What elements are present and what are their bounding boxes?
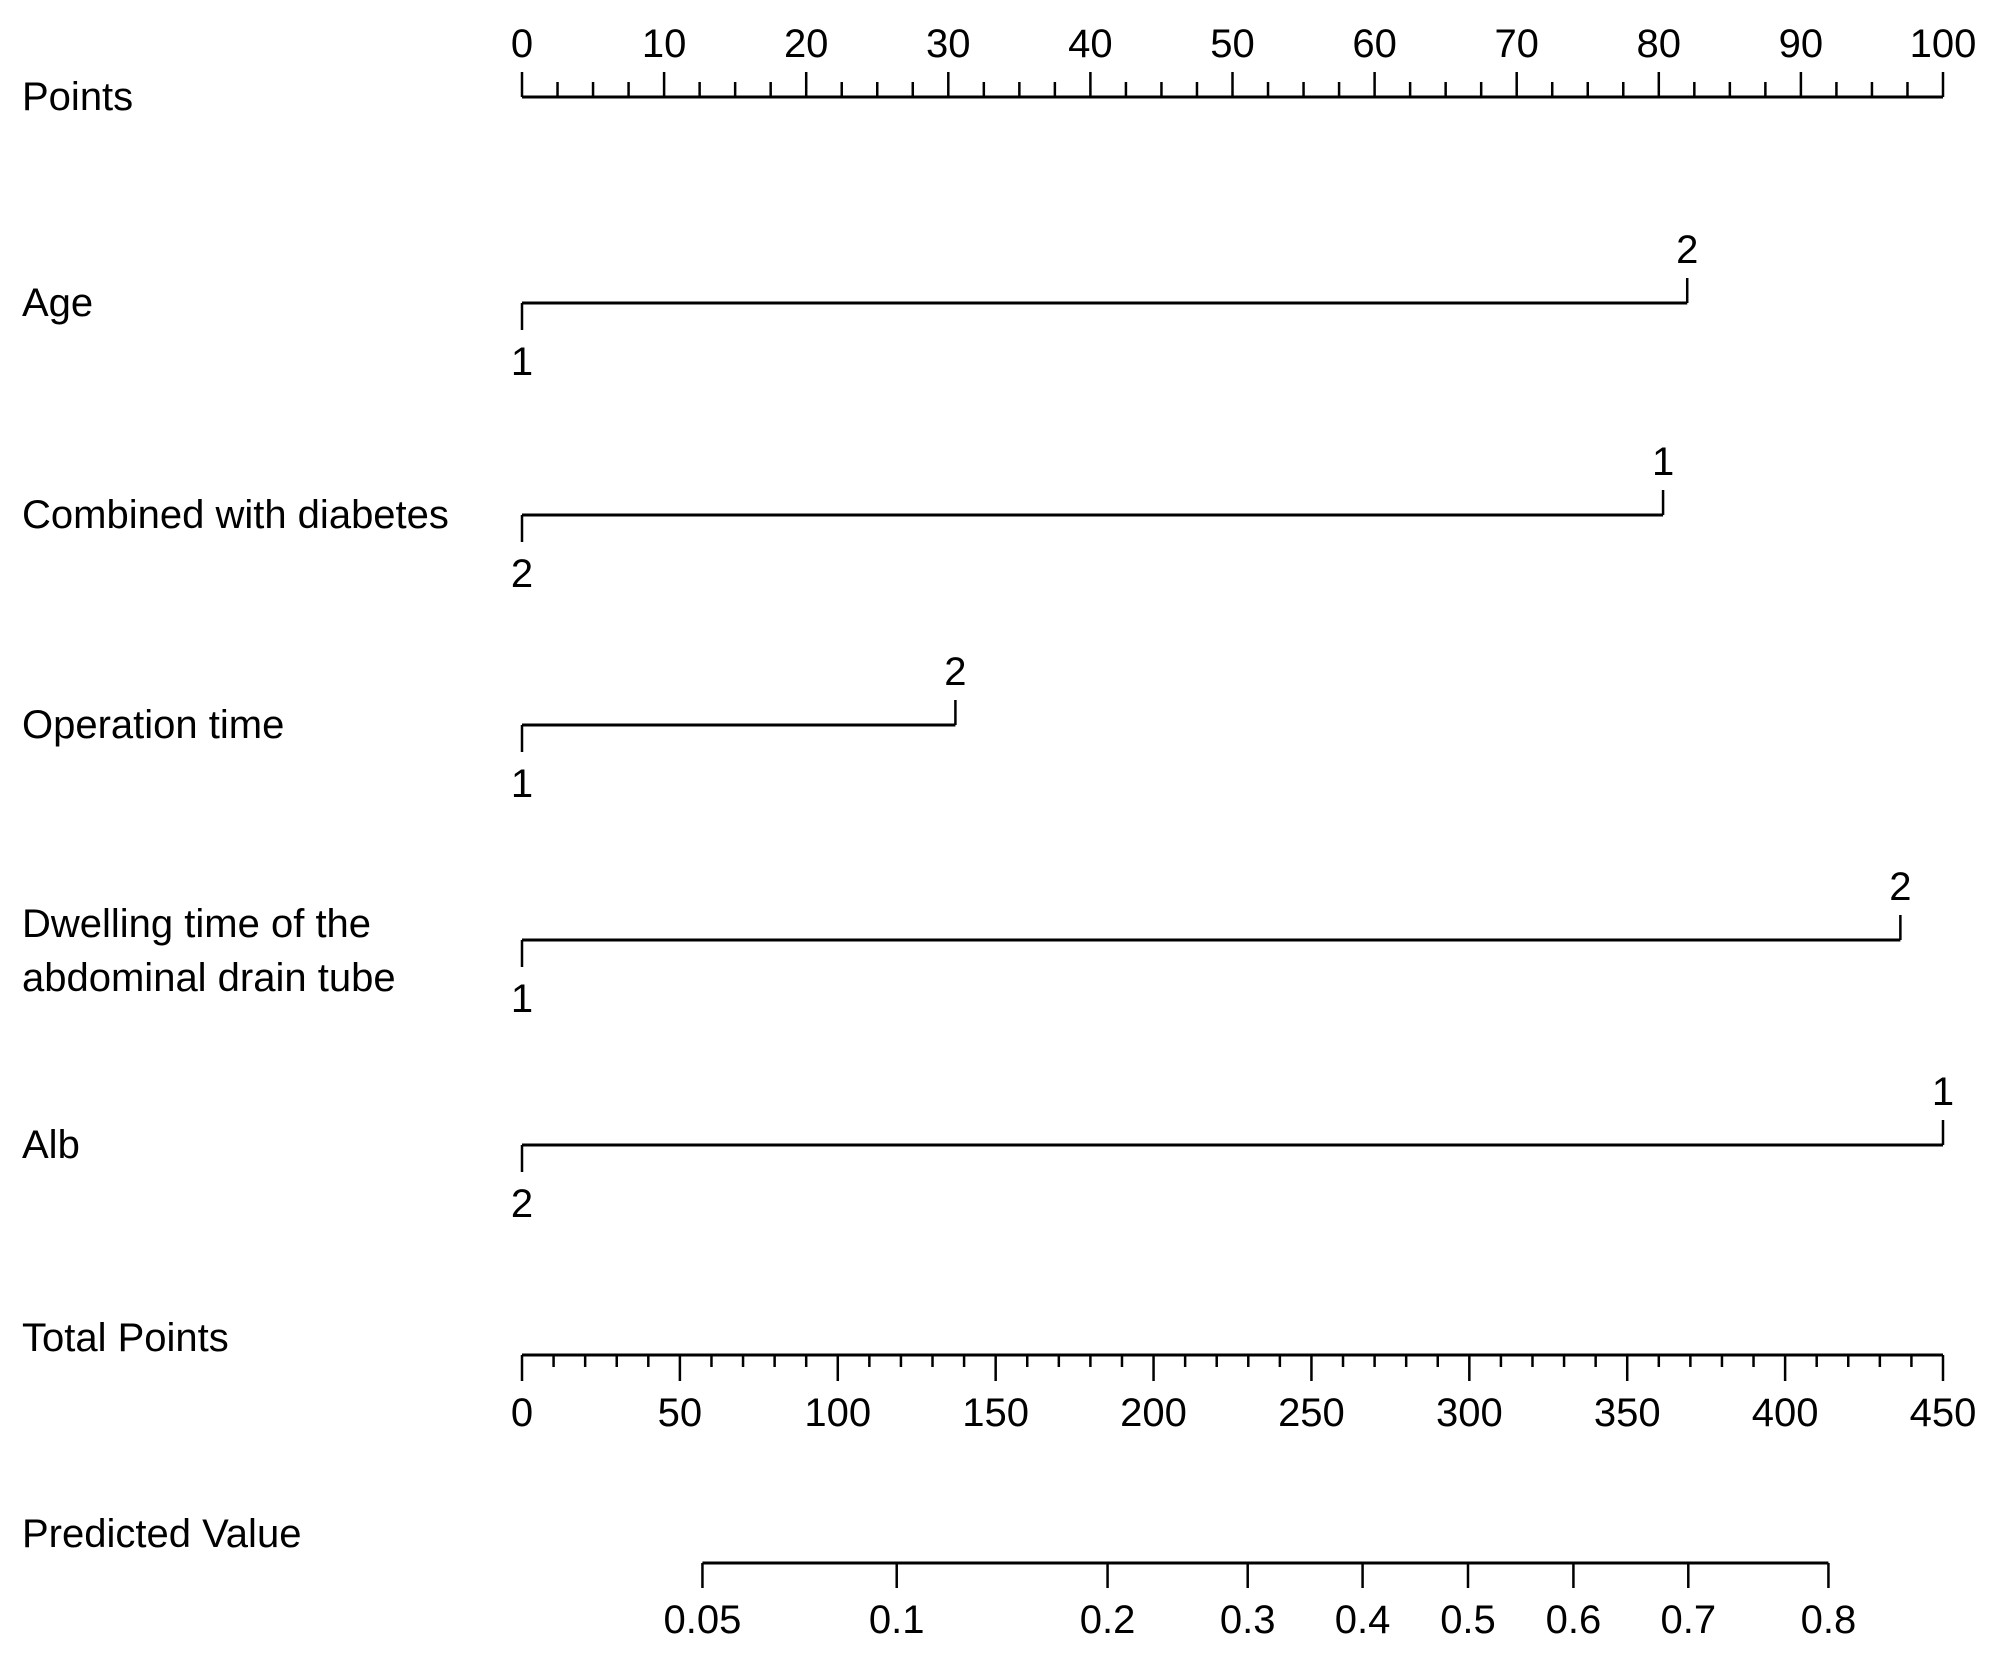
predicted-value-tick-label: 0.4 [1335, 1598, 1391, 1642]
factor-row-dwelling-time-of-the-abdominal-drain-tube: 1 2 Dwelling time of the abdominal drain tu… [22, 865, 1911, 1021]
points-tick-label: 0 [511, 22, 533, 66]
total-points-tick-label: 50 [658, 1391, 703, 1435]
factor-level-label: 2 [1676, 228, 1698, 272]
total-points-tick-label: 400 [1752, 1391, 1819, 1435]
factor-row-combined-with-diabetes: 2 1 Combined with diabetes [22, 440, 1674, 596]
total-points-axis: 0 50 100 150 200 250 300 350 400 450 Total Points [22, 1316, 1976, 1435]
factor-level-label: 2 [511, 552, 533, 596]
row-label-points: Points [22, 75, 133, 119]
total-points-tick-label: 300 [1436, 1391, 1503, 1435]
factor-row-operation-time: 1 2 Operation time [22, 650, 967, 806]
total-points-tick-label: 450 [1910, 1391, 1977, 1435]
total-points-tick-label: 100 [804, 1391, 871, 1435]
points-axis: 0 10 20 30 40 50 60 70 80 90 100 Points [22, 22, 1976, 119]
predicted-value-tick-label: 0.2 [1080, 1598, 1136, 1642]
factor-level-label: 2 [511, 1182, 533, 1226]
row-label-factor: Combined with diabetes [22, 493, 449, 537]
points-tick-label: 50 [1210, 22, 1255, 66]
factor-level-label: 1 [511, 977, 533, 1021]
points-tick-label: 40 [1068, 22, 1113, 66]
predicted-value-tick-label: 0.6 [1546, 1598, 1602, 1642]
predicted-value-tick-label: 0.5 [1440, 1598, 1496, 1642]
points-tick-label: 20 [784, 22, 829, 66]
predicted-value-tick-label: 0.8 [1801, 1598, 1857, 1642]
points-tick-label: 70 [1494, 22, 1539, 66]
predicted-value-tick-label: 0.1 [869, 1598, 925, 1642]
predicted-value-tick-label: 0.3 [1220, 1598, 1276, 1642]
points-tick-label: 30 [926, 22, 971, 66]
row-label-factor: abdominal drain tube [22, 956, 396, 1000]
row-label-factor: Alb [22, 1123, 80, 1167]
factor-level-label: 2 [1889, 865, 1911, 909]
points-tick-label: 60 [1352, 22, 1397, 66]
factor-row-alb: 2 1 Alb [22, 1070, 1954, 1226]
row-label-factor: Dwelling time of the [22, 902, 371, 946]
points-tick-label: 90 [1779, 22, 1824, 66]
points-tick-label: 80 [1637, 22, 1682, 66]
row-label-factor: Age [22, 281, 93, 325]
total-points-tick-label: 0 [511, 1391, 533, 1435]
total-points-tick-label: 250 [1278, 1391, 1345, 1435]
predicted-value-tick-label: 0.7 [1660, 1598, 1716, 1642]
total-points-tick-label: 350 [1594, 1391, 1661, 1435]
predicted-value-axis: 0.05 0.1 0.2 0.3 0.4 0.5 0.6 0.7 0.8 Predicted Va… [22, 1512, 1856, 1642]
predicted-value-tick-label: 0.05 [664, 1598, 742, 1642]
factor-row-age: 1 2 Age [22, 228, 1698, 384]
row-label-predicted-value: Predicted Value [22, 1512, 301, 1556]
row-label-factor: Operation time [22, 703, 284, 747]
points-tick-label: 100 [1910, 22, 1977, 66]
total-points-tick-label: 150 [962, 1391, 1029, 1435]
factor-level-label: 1 [511, 340, 533, 384]
factor-level-label: 1 [511, 762, 533, 806]
points-tick-label: 10 [642, 22, 687, 66]
total-points-tick-label: 200 [1120, 1391, 1187, 1435]
factor-level-label: 2 [944, 650, 966, 694]
factor-level-label: 1 [1652, 440, 1674, 484]
row-label-total-points: Total Points [22, 1316, 229, 1360]
factor-level-label: 1 [1932, 1070, 1954, 1114]
